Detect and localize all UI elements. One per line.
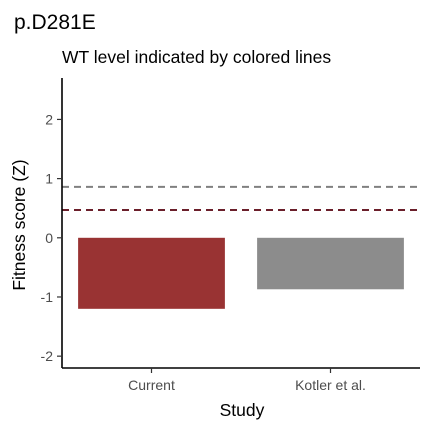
y-tick-label: -1 (41, 289, 54, 305)
y-tick-label: 0 (45, 230, 53, 246)
plot-area: 2 1 0 -1 -2 Current Kotler et al. (41, 78, 420, 393)
chart-subtitle: WT level indicated by colored lines (62, 47, 331, 67)
x-tick-label: Current (128, 377, 175, 393)
y-axis-title: Fitness score (Z) (9, 159, 29, 290)
y-tick-label: -2 (41, 348, 54, 364)
chart-title: p.D281E (14, 11, 96, 34)
y-tick-label: 1 (45, 171, 53, 187)
y-tick-label: 2 (45, 111, 53, 127)
x-tick-label: Kotler et al. (295, 377, 366, 393)
bar-current (78, 237, 225, 309)
x-axis-title: Study (220, 400, 265, 420)
bar-kotler-et-al (257, 237, 404, 290)
